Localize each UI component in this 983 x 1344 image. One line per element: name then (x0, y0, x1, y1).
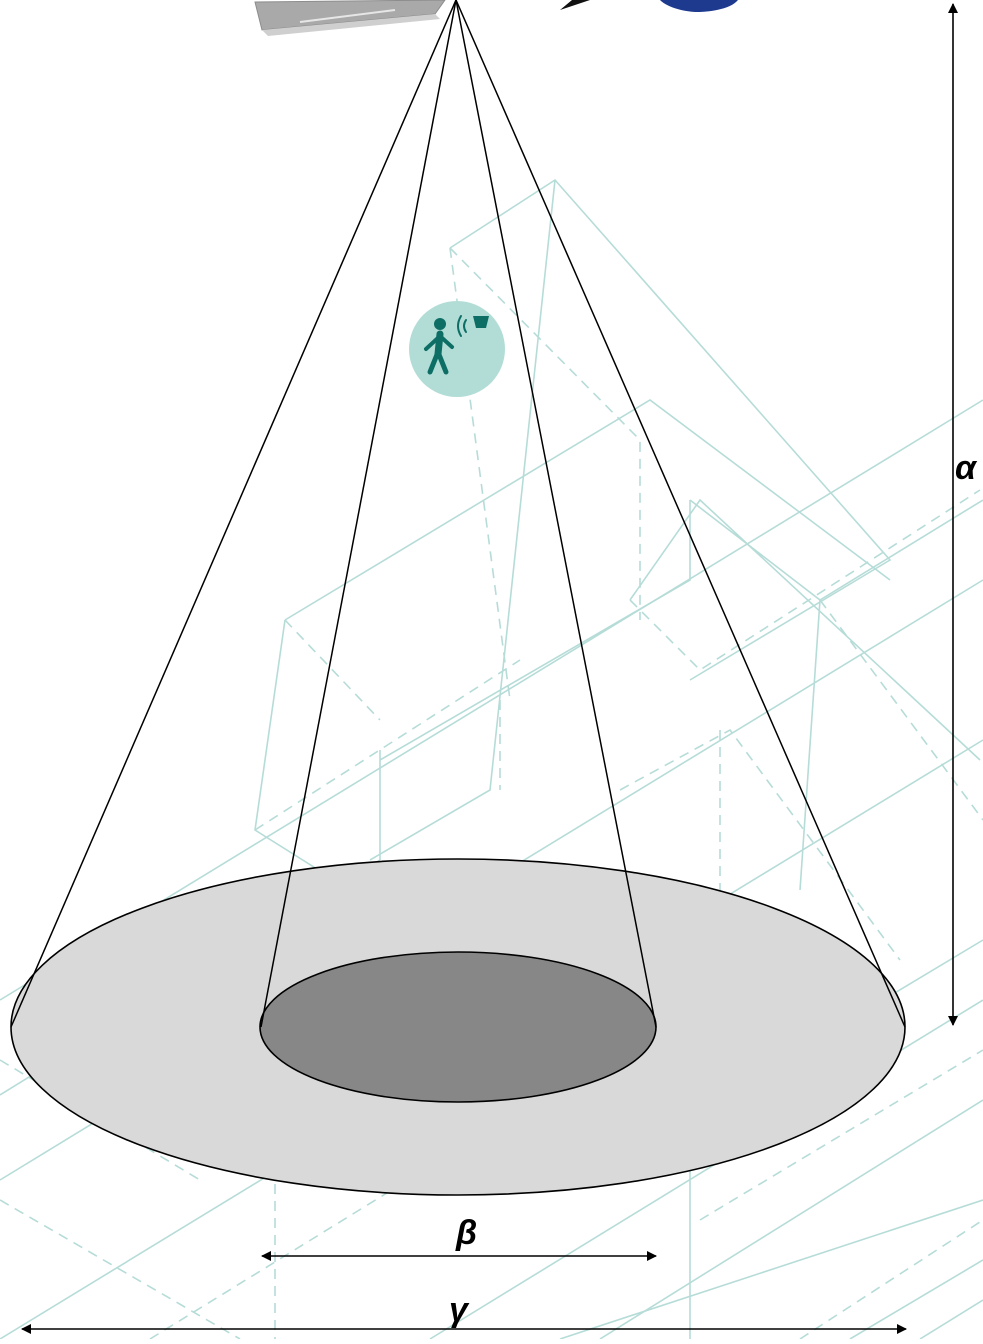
detection-signal-icon (457, 315, 467, 337)
motion-sensor-icon (254, 0, 446, 36)
inner-detection-zone (259, 951, 657, 1103)
brand-logo (560, 0, 738, 12)
inner-diameter-label: β (456, 1214, 478, 1252)
detection-cone (10, 0, 906, 1028)
walking-person-icon (424, 318, 454, 375)
height-label: α (955, 449, 977, 487)
person-detection-badge (409, 301, 505, 397)
outer-diameter-label: γ (449, 1291, 468, 1329)
mini-sensor-icon (473, 316, 489, 328)
